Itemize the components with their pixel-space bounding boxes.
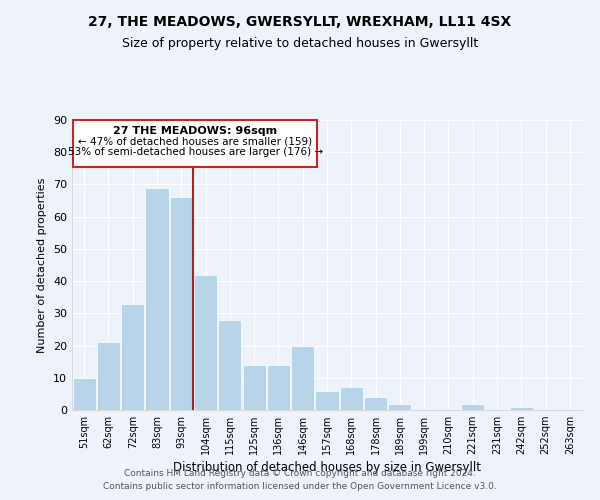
Bar [461, 404, 484, 410]
Bar [145, 188, 169, 410]
Text: 27, THE MEADOWS, GWERSYLLT, WREXHAM, LL11 4SX: 27, THE MEADOWS, GWERSYLLT, WREXHAM, LL1… [88, 15, 512, 29]
Bar [97, 342, 120, 410]
Text: Contains public sector information licensed under the Open Government Licence v3: Contains public sector information licen… [103, 482, 497, 491]
Text: 53% of semi-detached houses are larger (176) →: 53% of semi-detached houses are larger (… [68, 148, 323, 158]
Bar [364, 397, 387, 410]
Bar [267, 365, 290, 410]
Bar [510, 407, 533, 410]
X-axis label: Distribution of detached houses by size in Gwersyllt: Distribution of detached houses by size … [173, 462, 481, 474]
Bar [340, 388, 363, 410]
Bar [242, 365, 266, 410]
Y-axis label: Number of detached properties: Number of detached properties [37, 178, 47, 352]
Bar [388, 404, 412, 410]
Bar [316, 390, 338, 410]
Bar [291, 346, 314, 410]
Bar [218, 320, 241, 410]
Text: Size of property relative to detached houses in Gwersyllt: Size of property relative to detached ho… [122, 38, 478, 51]
Bar [73, 378, 95, 410]
Text: 27 THE MEADOWS: 96sqm: 27 THE MEADOWS: 96sqm [113, 126, 277, 136]
Bar [194, 274, 217, 410]
Bar [170, 198, 193, 410]
Text: Contains HM Land Registry data © Crown copyright and database right 2024.: Contains HM Land Registry data © Crown c… [124, 468, 476, 477]
Text: ← 47% of detached houses are smaller (159): ← 47% of detached houses are smaller (15… [78, 137, 313, 147]
Bar [121, 304, 144, 410]
FancyBboxPatch shape [73, 120, 317, 166]
